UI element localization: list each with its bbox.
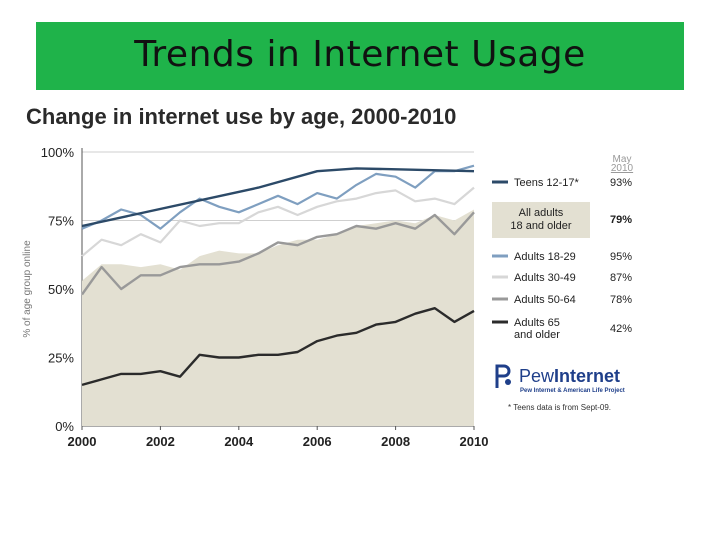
x-tick-label: 2002 [146,434,175,449]
legend-label-all-adults-18-and-older: All adults [519,207,564,219]
slide-title-bar: Trends in Internet Usage [36,22,684,90]
y-axis-label: % of age group online [22,240,33,338]
legend-label-adults-50-64: Adults 50-64 [514,294,576,306]
y-tick-label: 25% [48,351,74,366]
legend-label-adults-65-and-older: Adults 65 [514,317,560,329]
slide-title: Trends in Internet Usage [134,34,586,75]
x-tick-label: 2010 [460,434,489,449]
legend-label-teens-12-17: Teens 12-17* [514,177,580,189]
legend-value-teens-12-17: 93% [610,177,632,189]
y-tick-label: 100% [41,145,75,160]
legend-value-adults-65-and-older: 42% [610,323,632,335]
logo-name: PewInternet [519,366,620,386]
x-tick-label: 2000 [68,434,97,449]
legend-label-adults-65-and-older-line2: and older [514,329,560,341]
legend-value-adults-30-49: 87% [610,272,632,284]
series-line-adults-50-64 [81,211,475,296]
legend-swatch-all-adults-18-and-older [492,202,590,238]
x-tick-label: 2006 [303,434,332,449]
y-tick-label: 0% [55,419,74,434]
legend-header-month: May [613,154,632,165]
legend-value-adults-18-29: 95% [610,251,632,263]
footnote: * Teens data is from Sept-09. [508,403,611,412]
legend-label-adults-18-29: Adults 18-29 [514,251,576,263]
legend-label-adults-30-49: Adults 30-49 [514,272,576,284]
series-line-adults-65-and-older [81,307,475,387]
legend-value-adults-50-64: 78% [610,294,632,306]
logo-subtitle: Pew Internet & American Life Project [520,388,625,394]
legend-value-all-adults-18-and-older: 79% [610,214,632,226]
series-line-adults-30-49 [81,186,475,257]
y-tick-label: 50% [48,282,74,297]
legend-header-year: 2010 [611,163,634,174]
pew-logo: PewInternet Pew Internet & American Life… [491,360,625,394]
x-tick-label: 2004 [224,434,254,449]
legend-label-all-adults-18-and-older-line2: 18 and older [510,220,571,232]
x-tick-label: 2008 [381,434,410,449]
logo-person-icon [505,379,511,385]
series-line-adults-18-29 [81,164,475,230]
plot-area: 0% 25% 50% 75% 100% % of age group online 2000… [22,145,488,449]
series-line-teens-12-17 [81,167,475,228]
series-area-all-adults-18-and-older [82,209,474,426]
chart-title: Change in internet use by age, 2000-2010 [26,104,456,129]
y-tick-label: 75% [48,214,74,229]
logo-p-icon [495,364,511,388]
